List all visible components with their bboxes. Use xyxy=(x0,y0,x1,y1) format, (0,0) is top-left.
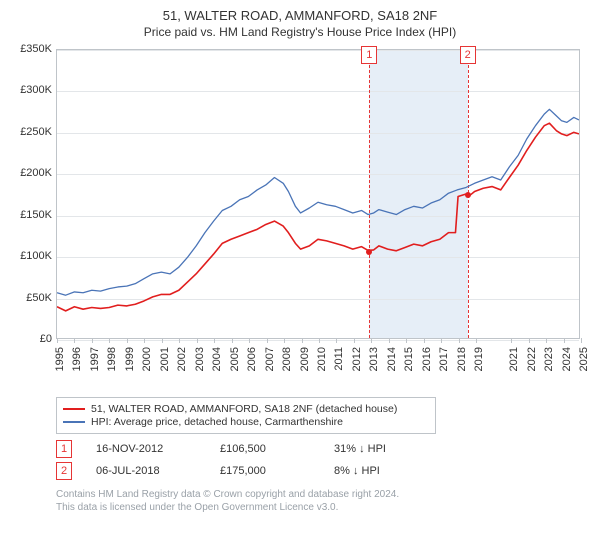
x-tick xyxy=(371,338,372,343)
event-delta: 31% ↓ HPI xyxy=(334,443,444,455)
legend: 51, WALTER ROAD, AMMANFORD, SA18 2NF (de… xyxy=(56,397,436,434)
event-marker xyxy=(465,192,471,198)
x-tick xyxy=(441,338,442,343)
plot: 12 xyxy=(56,49,580,339)
y-axis-label: £100K xyxy=(10,250,52,262)
series-price_paid xyxy=(57,123,579,311)
callout-box: 2 xyxy=(460,46,476,64)
event-price: £106,500 xyxy=(220,443,310,455)
x-tick xyxy=(284,338,285,343)
event-index: 1 xyxy=(56,440,72,458)
legend-swatch xyxy=(63,408,85,410)
x-tick xyxy=(57,338,58,343)
x-tick xyxy=(424,338,425,343)
x-tick xyxy=(267,338,268,343)
x-tick xyxy=(564,338,565,343)
y-axis-label: £250K xyxy=(10,126,52,138)
x-tick xyxy=(179,338,180,343)
x-axis-label: 2025 xyxy=(578,347,600,371)
y-axis-label: £350K xyxy=(10,43,52,55)
x-tick xyxy=(302,338,303,343)
x-tick xyxy=(197,338,198,343)
x-tick xyxy=(336,338,337,343)
x-tick xyxy=(389,338,390,343)
x-tick xyxy=(232,338,233,343)
event-marker xyxy=(366,249,372,255)
figure-container: 51, WALTER ROAD, AMMANFORD, SA18 2NF Pri… xyxy=(0,0,600,560)
plot-svg xyxy=(57,50,579,338)
events-table: 1 16-NOV-2012 £106,500 31% ↓ HPI 2 06-JUL-201… xyxy=(56,440,590,480)
x-tick xyxy=(144,338,145,343)
x-tick xyxy=(127,338,128,343)
x-tick xyxy=(529,338,530,343)
page-title: 51, WALTER ROAD, AMMANFORD, SA18 2NF xyxy=(10,8,590,23)
legend-label: 51, WALTER ROAD, AMMANFORD, SA18 2NF (de… xyxy=(91,403,397,415)
y-axis-label: £200K xyxy=(10,167,52,179)
y-axis-label: £150K xyxy=(10,209,52,221)
x-tick xyxy=(476,338,477,343)
page-subtitle: Price paid vs. HM Land Registry's House … xyxy=(10,25,590,39)
event-price: £175,000 xyxy=(220,465,310,477)
footer: Contains HM Land Registry data © Crown c… xyxy=(56,488,590,514)
event-index: 2 xyxy=(56,462,72,480)
x-tick xyxy=(109,338,110,343)
callout-box: 1 xyxy=(361,46,377,64)
legend-item: HPI: Average price, detached house, Carm… xyxy=(63,416,429,428)
event-date: 16-NOV-2012 xyxy=(96,443,196,455)
y-axis-label: £300K xyxy=(10,84,52,96)
x-tick xyxy=(319,338,320,343)
legend-swatch xyxy=(63,421,85,423)
event-row: 2 06-JUL-2018 £175,000 8% ↓ HPI xyxy=(56,462,590,480)
event-delta: 8% ↓ HPI xyxy=(334,465,444,477)
x-tick xyxy=(354,338,355,343)
x-tick xyxy=(511,338,512,343)
series-hpi xyxy=(57,109,579,295)
legend-label: HPI: Average price, detached house, Carm… xyxy=(91,416,343,428)
y-axis-label: £0 xyxy=(10,333,52,345)
x-tick xyxy=(406,338,407,343)
chart-area: 12 £0£50K£100K£150K£200K£250K£300K£350K1… xyxy=(10,43,590,393)
footer-line-1: Contains HM Land Registry data © Crown c… xyxy=(56,488,590,501)
x-tick xyxy=(459,338,460,343)
event-date: 06-JUL-2018 xyxy=(96,465,196,477)
x-tick xyxy=(249,338,250,343)
footer-line-2: This data is licensed under the Open Gov… xyxy=(56,501,590,514)
x-tick xyxy=(546,338,547,343)
x-tick xyxy=(74,338,75,343)
event-row: 1 16-NOV-2012 £106,500 31% ↓ HPI xyxy=(56,440,590,458)
x-tick xyxy=(214,338,215,343)
x-tick xyxy=(92,338,93,343)
y-axis-label: £50K xyxy=(10,292,52,304)
legend-item: 51, WALTER ROAD, AMMANFORD, SA18 2NF (de… xyxy=(63,403,429,415)
grid-line xyxy=(57,340,579,341)
x-tick xyxy=(162,338,163,343)
x-tick xyxy=(581,338,582,343)
